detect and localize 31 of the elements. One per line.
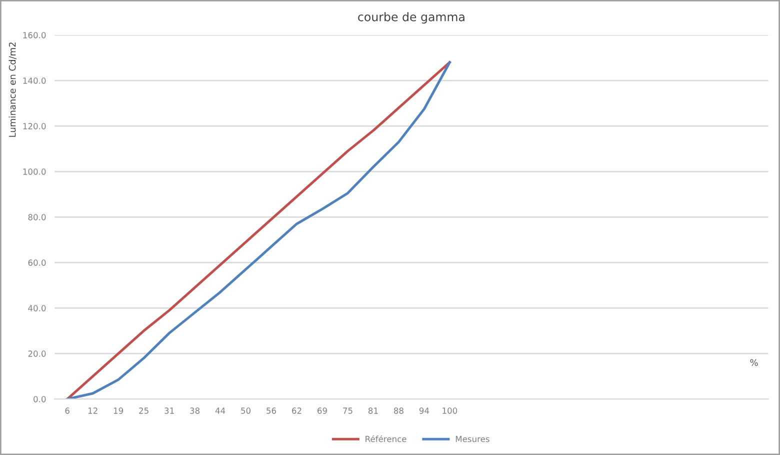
- x-tick-label: 62: [292, 408, 302, 414]
- x-tick-label: 100: [442, 408, 458, 414]
- x-tick-label: 81: [368, 408, 378, 414]
- chart-title: courbe de gamma: [358, 12, 464, 24]
- y-tick-label: 80.0: [28, 214, 46, 220]
- x-tick-label: 69: [318, 408, 327, 414]
- y-tick-label: 20.0: [28, 350, 46, 357]
- x-tick-label: 75: [343, 408, 352, 414]
- x-tick-label: 38: [190, 408, 200, 414]
- legend-label: Référence: [366, 435, 406, 442]
- y-tick-label: 120.0: [23, 123, 46, 130]
- x-tick-label: 94: [419, 408, 430, 414]
- x-tick-label: 31: [164, 408, 174, 414]
- x-tick-label: 6: [65, 408, 70, 414]
- y-tick-label: 0.0: [34, 396, 46, 402]
- x-axis-title: %: [750, 359, 758, 366]
- x-tick-label: 12: [88, 408, 98, 414]
- y-tick-label: 140.0: [23, 78, 46, 84]
- x-tick-label: 88: [394, 408, 404, 414]
- x-tick-label: 44: [215, 408, 226, 414]
- x-tick-label: 19: [114, 408, 124, 414]
- x-tick-label: 56: [266, 408, 276, 414]
- y-tick-label: 160.0: [23, 32, 46, 38]
- legend-label: Mesures: [456, 436, 490, 442]
- line-series: [66, 61, 451, 400]
- y-tick-label: 100.0: [23, 168, 46, 175]
- y-tick-label: 60.0: [28, 260, 46, 266]
- x-tick-label: 50: [241, 408, 251, 414]
- x-tick-label: 25: [139, 408, 148, 414]
- y-tick-label: 40.0: [28, 305, 46, 312]
- y-axis-title: Luminance en Cd/m2: [8, 42, 16, 137]
